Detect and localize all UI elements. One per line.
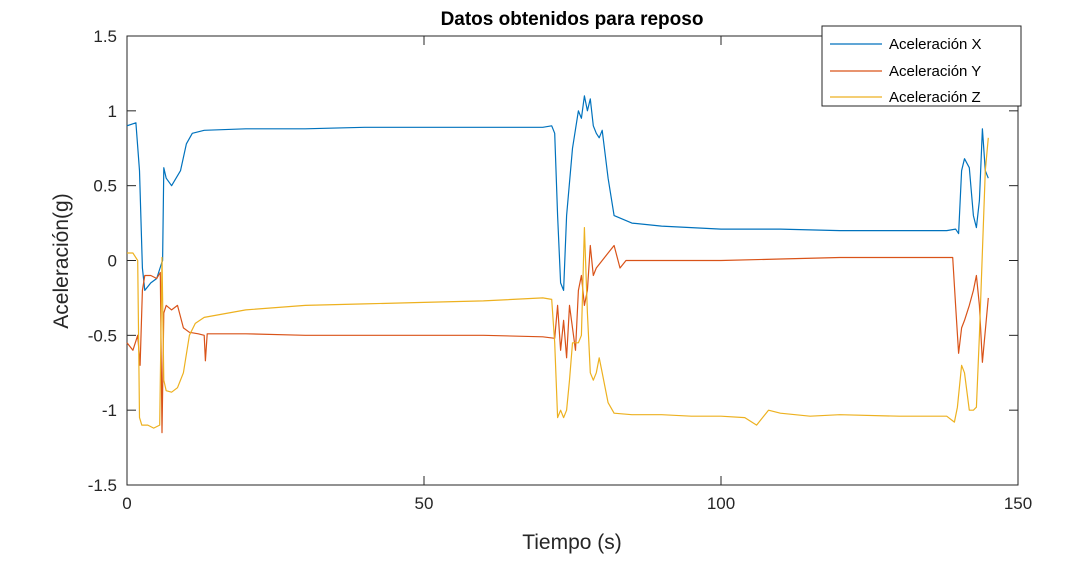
- x-tick-label: 150: [1004, 494, 1032, 513]
- series-line-1: [126, 95, 989, 291]
- y-tick-label: 1.5: [93, 27, 117, 46]
- x-axis-title: Tiempo (s): [522, 531, 622, 554]
- y-axis-title: Aceleración(g): [50, 193, 73, 328]
- series-layer: [126, 95, 989, 434]
- legend-label-aceleracion-y: Aceleración Y: [889, 63, 981, 80]
- y-tick-label: -1.5: [88, 476, 117, 495]
- x-tick-label: 0: [122, 494, 131, 513]
- legend: Aceleración X Aceleración Y Aceleración …: [821, 25, 1022, 107]
- x-tick-label: 100: [707, 494, 735, 513]
- x-tick-label: 50: [415, 494, 434, 513]
- y-tick-label: 1: [108, 102, 117, 121]
- y-tick-label: 0.5: [93, 177, 117, 196]
- chart-title: Datos obtenidos para reposo: [441, 9, 704, 30]
- y-tick-label: -1: [102, 401, 117, 420]
- axis-ticks: 0 50 100 150 -1.5 -1 -0.5 0 0.5 1 1.5: [88, 27, 1032, 513]
- y-tick-label: 0: [108, 252, 117, 271]
- legend-label-aceleracion-x: Aceleración X: [889, 36, 982, 53]
- series-line-2: [126, 244, 989, 434]
- y-tick-label: -0.5: [88, 326, 117, 345]
- legend-box: [821, 25, 1022, 107]
- plot-area: [126, 35, 1019, 486]
- legend-label-aceleracion-z: Aceleración Z: [889, 89, 981, 106]
- series-line-3: [127, 137, 989, 429]
